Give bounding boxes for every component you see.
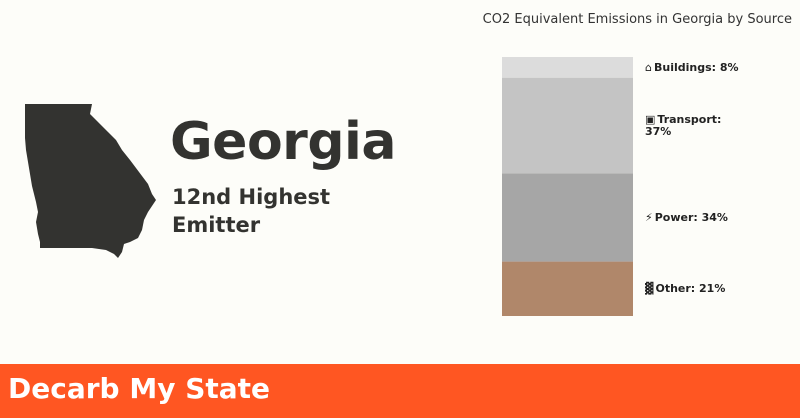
bar-segment-buildings (502, 57, 633, 78)
segment-label-other: ▓ Other: 21% (645, 281, 795, 295)
emitter-rank: 12nd Highest Emitter (172, 185, 331, 237)
bar-segment-other (502, 261, 633, 316)
house-icon: ⌂ (645, 61, 652, 75)
factory-icon: ▓ (645, 281, 654, 295)
plug-icon: ⚡ (645, 210, 653, 224)
segment-label-text: Buildings: 8% (653, 61, 739, 75)
bar-segment-transport (502, 77, 633, 174)
georgia-state-map (25, 104, 156, 258)
segment-label-buildings: ⌂ Buildings: 8% (645, 62, 795, 74)
bar-segment-power (502, 173, 633, 262)
car-icon: ▣ (645, 112, 656, 126)
segment-label-text: Transport: 37% (645, 112, 722, 138)
segment-label-transport: ▣ Transport: 37% (645, 112, 725, 138)
chart-title: CO2 Equivalent Emissions in Georgia by S… (482, 12, 792, 27)
segment-label-power: ⚡ Power: 34% (645, 210, 795, 224)
state-title: Georgia (170, 112, 396, 172)
segment-label-text: Power: 34% (654, 210, 728, 224)
footer-brand: Decarb My State (8, 372, 271, 405)
footer-banner: Decarb My State (0, 364, 800, 418)
segment-label-text: Other: 21% (655, 281, 726, 295)
